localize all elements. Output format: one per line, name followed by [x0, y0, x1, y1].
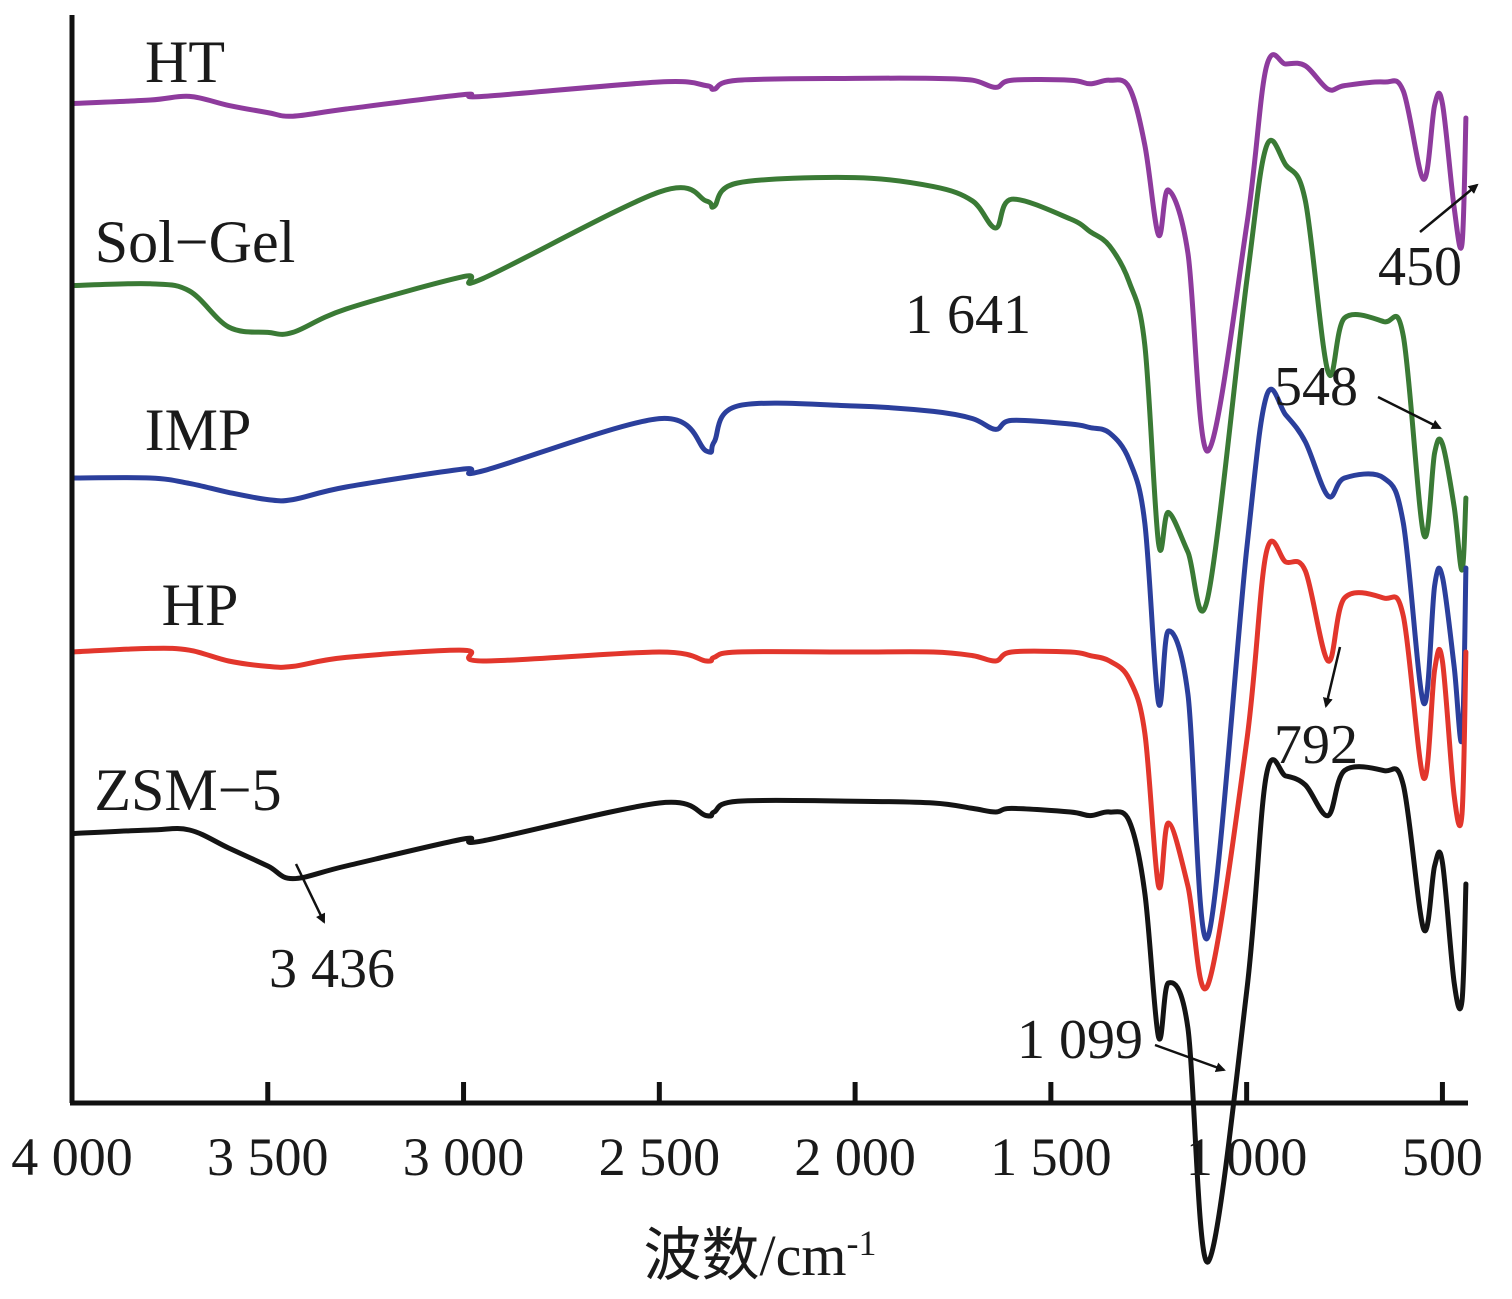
peak-arrow [294, 863, 326, 924]
series-label-4: ZSM−5 [94, 757, 281, 823]
x-tick-label: 4 000 [11, 1127, 133, 1187]
series-label-2: IMP [145, 397, 252, 463]
series-line-2 [69, 386, 1469, 942]
peak-label: 792 [1274, 714, 1358, 776]
x-tick-label: 2 000 [794, 1127, 916, 1187]
series-label-1: Sol−Gel [95, 209, 296, 275]
series-labels: HT Sol−Gel IMP HP ZSM−5 [94, 29, 295, 823]
peak-arrow [1154, 1043, 1226, 1072]
peak-label: 450 [1378, 236, 1462, 298]
x-tick-label: 500 [1402, 1127, 1483, 1187]
series-line-1 [69, 137, 1469, 614]
peak-annotations: 450 1 641 548 792 3 436 1 099 [269, 183, 1479, 1072]
x-ticks: 4 000 3 500 3 000 2 500 2 000 1 500 1 000 500 [11, 1082, 1483, 1187]
plot-area [69, 52, 1469, 1265]
peak-arrow [1377, 395, 1442, 430]
peak-arrow [1322, 646, 1342, 708]
series-line-3 [69, 538, 1469, 991]
x-axis-title: 波数/cm-1 [644, 1223, 877, 1288]
axes [69, 15, 1468, 1106]
x-tick-label: 3 500 [207, 1127, 329, 1187]
peak-arrow [1419, 183, 1479, 233]
series-line-4 [69, 757, 1469, 1265]
peak-label: 1 099 [1017, 1009, 1143, 1071]
series-label-3: HP [162, 572, 239, 638]
peak-label: 548 [1274, 356, 1358, 418]
peak-label: 3 436 [269, 938, 395, 1000]
peak-label: 1 641 [905, 284, 1031, 346]
x-tick-label: 3 000 [403, 1127, 525, 1187]
x-tick-label: 2 500 [599, 1127, 721, 1187]
series-line-0 [69, 52, 1469, 454]
series-label-0: HT [145, 29, 225, 95]
x-tick-label: 1 000 [1186, 1127, 1308, 1187]
x-tick-label: 1 500 [990, 1127, 1112, 1187]
